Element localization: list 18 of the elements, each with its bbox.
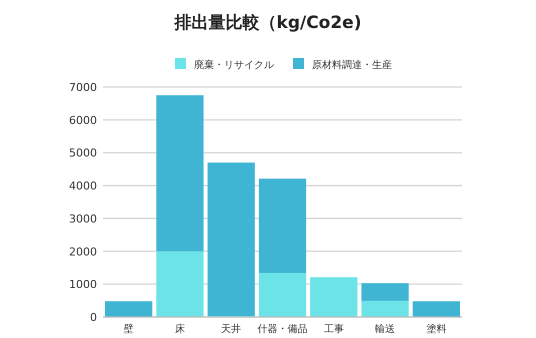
x-tick-label: 塗料 [426, 323, 446, 335]
y-tick-label: 1000 [69, 278, 97, 292]
y-tick-label: 6000 [69, 114, 97, 127]
y-tick-label: 3000 [69, 212, 97, 226]
y-tick-label: 0 [90, 311, 97, 324]
y-tick-label: 2000 [69, 245, 97, 258]
x-tick-label: 什器・備品 [258, 324, 308, 335]
x-tick-label: 輸送 [375, 323, 396, 335]
y-tick-label: 7000 [69, 81, 97, 94]
legend-label: 原材料調達・生産 [312, 59, 392, 71]
x-tick-label: 床 [174, 323, 185, 335]
x-tick-label: 壁 [124, 323, 134, 335]
chart-title: 排出量比較（kg/Co2e) [174, 13, 362, 33]
legend-label: 廃棄・リサイクル [194, 59, 274, 71]
x-tick-label: 天井 [221, 323, 242, 335]
x-tick-label: 工事 [324, 323, 344, 335]
y-tick-label: 4000 [69, 180, 97, 193]
y-tick-label: 5000 [69, 146, 97, 160]
